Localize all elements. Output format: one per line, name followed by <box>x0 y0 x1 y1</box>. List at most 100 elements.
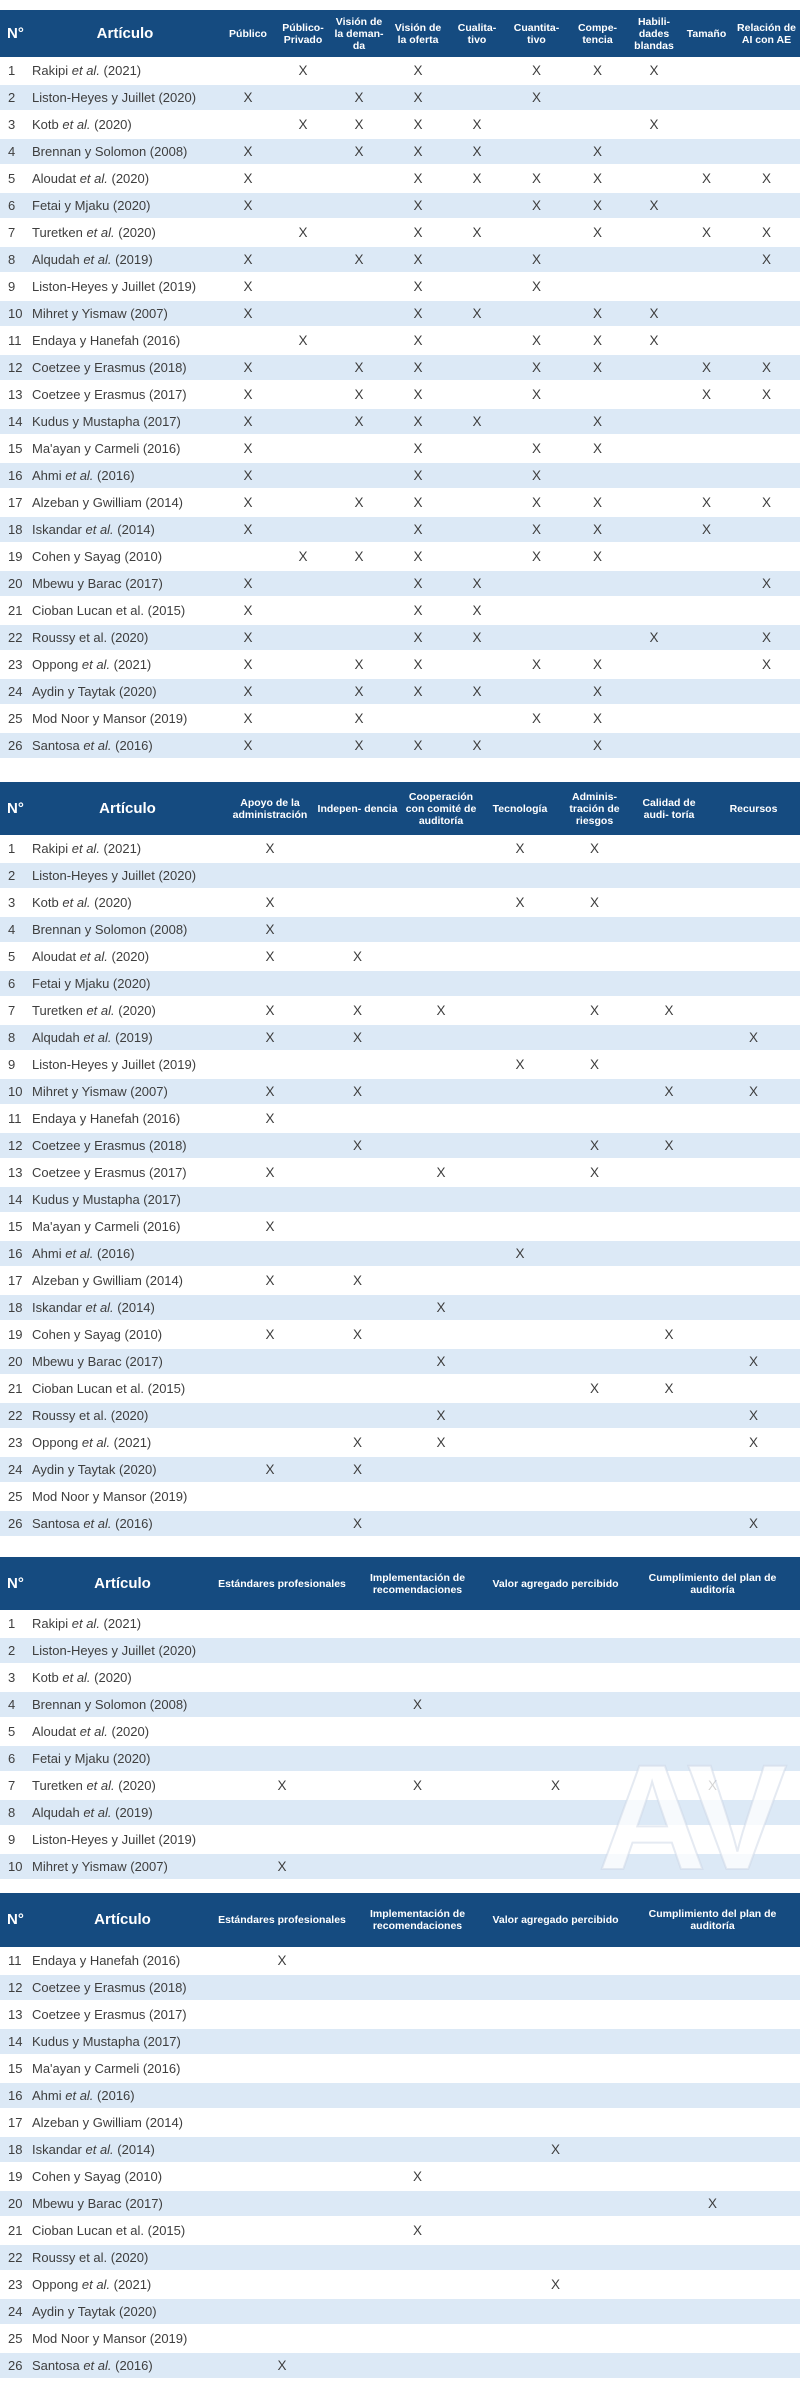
empty-cell <box>482 1348 558 1375</box>
empty-cell <box>506 138 567 165</box>
row-number: 8 <box>0 246 30 273</box>
row-number: 7 <box>8 1003 16 1018</box>
mark-cell: X <box>761 657 771 672</box>
empty-cell <box>707 889 800 916</box>
table-row: 7 Turetken et al. (2020) X X X X <box>0 1772 800 1799</box>
empty-cell <box>631 1051 707 1078</box>
mark-cell: X <box>649 333 659 348</box>
article-cell: Mod Noor y Mansor (2019) <box>32 2331 188 2346</box>
empty-cell <box>486 2163 625 2190</box>
mark-cell: X <box>388 732 448 759</box>
article-cell: Cohen y Sayag (2010) <box>32 2169 163 2184</box>
empty-cell <box>330 300 388 327</box>
empty-cell <box>733 678 800 705</box>
mark-cell: X <box>400 1294 482 1321</box>
mark-cell: X <box>298 117 308 132</box>
mark-cell: X <box>506 462 567 489</box>
empty-cell <box>215 2028 349 2055</box>
empty-cell <box>315 1159 400 1186</box>
empty-cell <box>400 862 482 889</box>
mark-cell: X <box>567 516 628 543</box>
mark-cell: X <box>243 711 253 726</box>
col-header: Indepen- dencia <box>315 782 400 835</box>
mark-cell: X <box>215 2352 349 2379</box>
article-cell: Aloudat et al. (2020) <box>32 1724 150 1739</box>
col-header: Implementación de recomendaciones <box>349 1557 486 1610</box>
mark-cell: X <box>436 1165 446 1180</box>
mark-cell: X <box>592 171 602 186</box>
empty-cell <box>276 300 330 327</box>
article-cell: Cioban Lucan et al. (2015) <box>32 603 186 618</box>
empty-cell <box>276 246 330 273</box>
empty-cell <box>486 2028 625 2055</box>
empty-cell <box>225 1510 315 1537</box>
mark-cell: X <box>567 732 628 759</box>
mark-cell: X <box>733 246 800 273</box>
empty-cell <box>486 1826 625 1853</box>
article-cell: Liston-Heyes y Juillet (2019) <box>32 279 197 294</box>
empty-cell <box>215 1974 349 2001</box>
mark-cell: X <box>567 300 628 327</box>
empty-cell <box>225 1051 315 1078</box>
empty-cell <box>733 327 800 354</box>
empty-cell <box>506 678 567 705</box>
table-row: 14 Kudus y Mustapha (2017) <box>0 2028 800 2055</box>
empty-cell <box>349 2082 486 2109</box>
row-number: 15 <box>8 2061 23 2076</box>
table-factores-auditoria-interna: N° Artículo Apoyo de la administración Inde… <box>0 782 800 1537</box>
header-row: N° Artículo Apoyo de la administración Inde… <box>0 782 800 835</box>
mark-cell: X <box>298 225 308 240</box>
mark-cell: X <box>388 138 448 165</box>
article-cell: Liston-Heyes y Juillet (2020) <box>30 862 225 889</box>
empty-cell <box>558 1294 631 1321</box>
mark-cell: X <box>589 1057 599 1072</box>
empty-cell <box>215 1826 349 1853</box>
table-row: 12 Coetzee y Erasmus (2018) X X X X X X X <box>0 354 800 381</box>
table-row: 26 Santosa et al. (2016) X X <box>0 1510 800 1537</box>
empty-cell <box>215 2217 349 2244</box>
empty-cell <box>215 2190 349 2217</box>
mark-cell: X <box>315 1510 400 1537</box>
table-row: 11 Endaya y Hanefah (2016) X <box>0 1105 800 1132</box>
mark-cell: X <box>448 732 506 759</box>
article-cell: Coetzee y Erasmus (2017) <box>32 2007 187 2022</box>
table-row: 16 Ahmi et al. (2016) X X X <box>0 462 800 489</box>
mark-cell: X <box>761 387 771 402</box>
empty-cell <box>625 1799 800 1826</box>
empty-cell <box>349 1799 486 1826</box>
table-row: 9 Liston-Heyes y Juillet (2019) <box>0 1826 800 1853</box>
empty-cell <box>628 165 680 192</box>
empty-cell <box>567 462 628 489</box>
empty-cell <box>680 624 733 651</box>
empty-cell <box>680 462 733 489</box>
mark-cell: X <box>515 1057 525 1072</box>
empty-cell <box>225 1375 315 1402</box>
empty-cell <box>625 2325 800 2352</box>
mark-cell: X <box>531 63 541 78</box>
mark-cell: X <box>592 441 602 456</box>
empty-cell <box>349 1610 486 1637</box>
article-cell: Turetken et al. (2020) <box>32 1778 156 1793</box>
mark-cell: X <box>649 117 659 132</box>
empty-cell <box>486 2352 625 2379</box>
table-row: 1 Rakipi et al. (2021) X X X X X <box>0 57 800 84</box>
empty-cell <box>558 916 631 943</box>
empty-cell <box>349 1947 486 1974</box>
mark-cell: X <box>388 300 448 327</box>
table-row: 17 Alzeban y Gwilliam (2014) X X X X X X X <box>0 489 800 516</box>
mark-cell: X <box>515 895 525 910</box>
empty-cell <box>506 624 567 651</box>
empty-cell <box>628 219 680 246</box>
mark-cell: X <box>388 516 448 543</box>
empty-cell <box>625 1826 800 1853</box>
article-cell: Rakipi et al. (2021) <box>32 1616 142 1631</box>
mark-cell: X <box>448 570 506 597</box>
mark-cell: X <box>592 495 602 510</box>
article-cell: Oppong et al. (2021) <box>32 2277 152 2292</box>
article-cell: Roussy et al. (2020) <box>30 1402 225 1429</box>
empty-cell <box>625 1947 800 1974</box>
mark-cell: X <box>733 570 800 597</box>
table-row: 9 Liston-Heyes y Juillet (2019) X X X <box>0 273 800 300</box>
mark-cell: X <box>664 1327 674 1342</box>
empty-cell <box>486 2298 625 2325</box>
